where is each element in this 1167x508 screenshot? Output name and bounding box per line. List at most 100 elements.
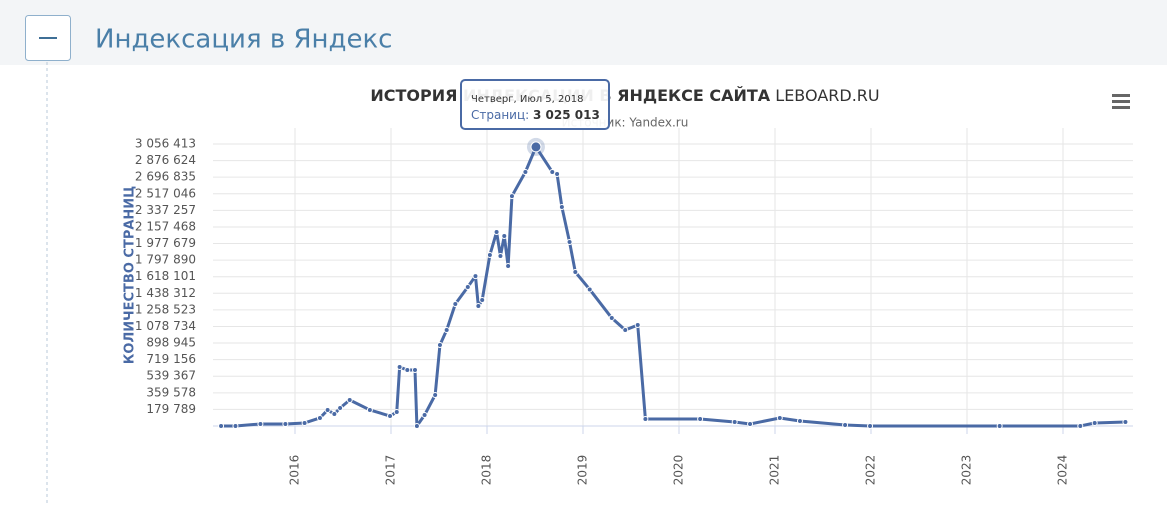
data-point — [432, 391, 439, 398]
x-tick-label: 2022 — [864, 455, 878, 486]
plot: 179 789 359 578 539 367 719 156 898 945 1 078… — [135, 128, 1133, 485]
x-tick-label: 2017 — [383, 455, 397, 486]
chart-panel — [70, 65, 1167, 504]
data-point — [634, 322, 641, 329]
x-tick-label: 2020 — [672, 455, 686, 486]
data-point — [301, 419, 308, 426]
data-point — [413, 423, 420, 429]
tooltip: Четверг, Июл 5, 2018 Страниц: 3 025 013 — [460, 79, 610, 130]
data-point — [436, 341, 443, 348]
data-point — [1122, 419, 1129, 426]
data-point — [566, 239, 573, 246]
data-point — [387, 413, 394, 420]
x-tick-label: 2021 — [768, 455, 782, 486]
data-point — [232, 423, 239, 429]
data-point — [257, 420, 264, 427]
data-point — [522, 168, 529, 175]
title-site: LEBOARD.RU — [775, 86, 879, 105]
x-tick-label: 2019 — [575, 455, 589, 486]
data-point — [622, 327, 629, 334]
data-point — [366, 406, 373, 413]
y-tick-label: 3 056 413 — [135, 137, 196, 151]
tooltip-label: Страниц: — [471, 108, 529, 122]
data-point — [867, 423, 874, 429]
menu-bar[interactable] — [1112, 94, 1130, 97]
y-tick-label: 1 797 890 — [135, 253, 196, 267]
data-point — [996, 423, 1003, 429]
data-point — [464, 283, 471, 290]
data-point — [316, 414, 323, 421]
y-tick-label: 179 789 — [146, 402, 196, 416]
y-tick-label: 1 258 523 — [135, 302, 196, 316]
tooltip-row: Страниц: 3 025 013 — [471, 108, 600, 122]
data-point — [501, 233, 508, 240]
y-tick-label: 2 337 257 — [135, 203, 196, 217]
data-point — [218, 423, 225, 429]
data-point — [530, 141, 542, 153]
data-point — [731, 419, 738, 426]
y-tick-label: 719 156 — [146, 352, 196, 366]
data-point — [472, 273, 479, 280]
data-point — [331, 411, 338, 418]
data-point — [411, 366, 418, 373]
data-point — [452, 301, 459, 308]
y-tick-label: 2 876 624 — [135, 153, 196, 167]
collapse-button[interactable] — [25, 15, 71, 61]
section-title: Индексация в Яндекс — [95, 25, 392, 55]
y-tick-label: 359 578 — [146, 385, 196, 399]
x-tick-label: 2016 — [287, 455, 301, 486]
data-point — [697, 415, 704, 422]
y-tick-label: 2 696 835 — [135, 170, 196, 184]
data-point — [508, 193, 515, 200]
tooltip-value: 3 025 013 — [533, 108, 600, 122]
x-tick-label: 2023 — [960, 455, 974, 486]
data-point — [558, 203, 565, 210]
menu-bar[interactable] — [1112, 106, 1130, 109]
data-point — [421, 412, 428, 419]
data-point — [486, 252, 493, 259]
data-point — [346, 396, 353, 403]
y-tick-label: 1 078 734 — [135, 319, 196, 333]
data-point — [642, 415, 649, 422]
data-point — [554, 171, 561, 178]
y-tick-label: 1 977 679 — [135, 236, 196, 250]
y-tick-label: 2 157 468 — [135, 219, 196, 233]
data-point — [479, 297, 486, 304]
data-point — [324, 407, 331, 414]
header-bar — [0, 0, 1167, 65]
data-point — [505, 263, 512, 270]
data-point — [747, 420, 754, 427]
menu-bar[interactable] — [1112, 100, 1130, 103]
data-point — [1077, 423, 1084, 429]
data-point — [586, 286, 593, 293]
data-point — [608, 315, 615, 322]
data-point — [776, 414, 783, 421]
x-tick-label: 2018 — [479, 455, 493, 486]
x-tick-label: 2024 — [1056, 455, 1070, 486]
data-point — [549, 168, 556, 175]
y-tick-label: 1 438 312 — [135, 286, 196, 300]
menu-icon[interactable] — [1112, 94, 1130, 109]
data-point — [393, 408, 400, 415]
y-tick-label: 539 367 — [146, 369, 196, 383]
y-tick-label: 1 618 101 — [135, 269, 196, 283]
chart-title: ИСТОРИЯ ИНДЕКСАЦИИ В ЯНДЕКСЕ САЙТА LEBOA… — [370, 86, 879, 105]
data-point — [493, 229, 500, 236]
y-axis-label: КОЛИЧЕСТВО СТРАНИЦ — [123, 186, 138, 364]
data-point — [475, 303, 482, 310]
tooltip-date: Четверг, Июл 5, 2018 — [471, 94, 583, 105]
data-point — [796, 418, 803, 425]
data-point — [497, 253, 504, 260]
y-tick-label: 898 945 — [146, 336, 196, 350]
data-point — [337, 405, 344, 412]
data-point — [572, 269, 579, 276]
y-tick-label: 2 517 046 — [135, 186, 196, 200]
data-point — [282, 420, 289, 427]
data-point — [443, 327, 450, 334]
data-point — [396, 364, 403, 371]
data-point — [404, 366, 411, 373]
data-point — [842, 421, 849, 428]
tooltip-box — [460, 79, 610, 130]
